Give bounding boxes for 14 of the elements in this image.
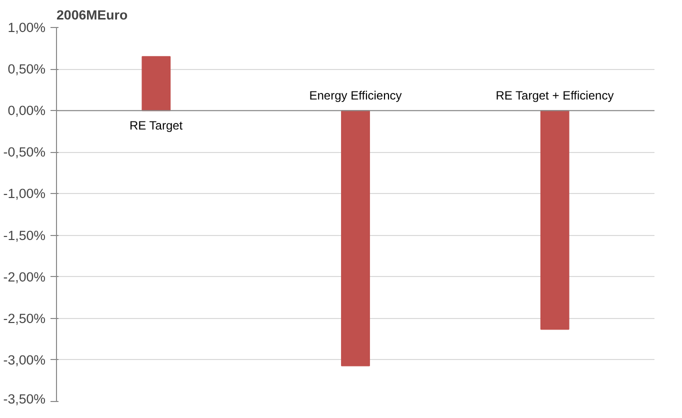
x-tick-label: RE Target + Efficiency [496, 88, 614, 103]
y-tick-label: -2,00% [3, 269, 46, 284]
y-tick-label: 0,00% [8, 103, 46, 118]
x-tick-label: Energy Efficiency [309, 88, 402, 103]
x-tick-label: RE Target [129, 118, 184, 133]
y-tick-label: -1,50% [3, 228, 46, 243]
y-tick-label: -3,00% [3, 352, 46, 368]
y-tick-label: -1,00% [3, 186, 46, 202]
y-tick-label: -3,50% [3, 392, 46, 406]
y-tick-label: 0,50% [8, 62, 46, 77]
y-tick-label: -0,50% [3, 144, 46, 160]
y-tick-label: 1,00% [8, 20, 46, 35]
y-tick-label: -2,50% [3, 310, 46, 326]
chart-title: 2006MEuro [56, 8, 128, 22]
